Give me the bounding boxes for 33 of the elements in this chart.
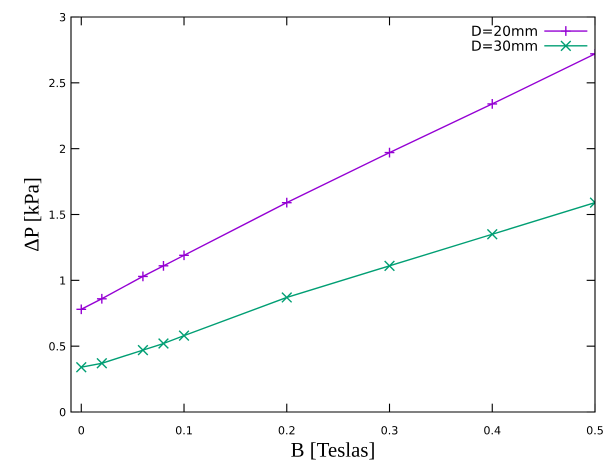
y-axis-title: ΔP [kPa] [24,178,42,251]
x-tick-label: 0.5 [586,426,603,434]
point [486,228,498,240]
legend-label: D=20mm [472,26,537,36]
point [178,330,190,342]
y-tick-label: 0 [60,408,66,416]
point [158,260,170,272]
point [178,250,190,261]
point [96,293,108,304]
x-axis-title: B [Teslas] [291,442,374,460]
point [158,338,170,350]
point [137,344,148,356]
point [281,197,292,208]
y-tick-label: 1 [60,276,66,285]
point [137,270,148,282]
point [486,98,498,110]
point [384,260,396,272]
x-tick-label: 0.2 [278,426,294,434]
point [96,358,108,369]
x-tick-label: 0.1 [176,426,192,434]
y-tick-label: 3 [60,12,66,22]
x-tick-label: 0 [78,426,84,434]
y-tick-label: 0.5 [49,342,66,351]
legend-label: D=30mm [472,40,537,51]
point [76,304,87,315]
x-tick-label: 0.4 [484,426,500,434]
y-tick-label: 2 [60,144,66,153]
x-tick-label: 0.3 [381,426,398,434]
y-tick-label: 2.5 [49,78,66,88]
point [76,362,87,373]
point [281,292,292,304]
y-tick-label: 1.5 [50,210,66,219]
point [384,147,396,158]
